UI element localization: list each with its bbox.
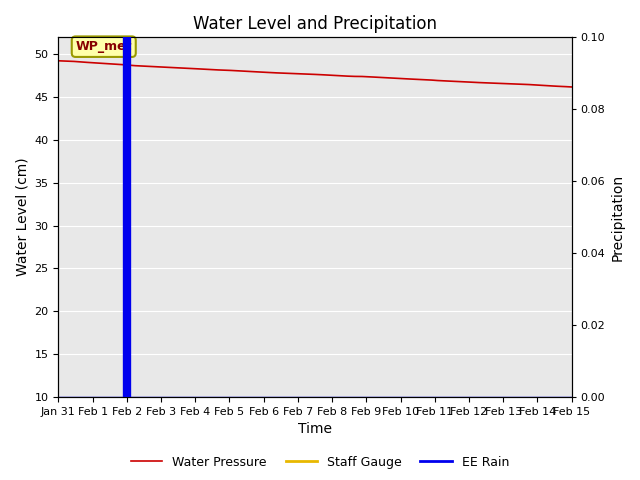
- Water Pressure: [568, 84, 575, 90]
- Water Pressure: [69, 59, 77, 64]
- Y-axis label: Water Level (cm): Water Level (cm): [15, 158, 29, 276]
- Text: WP_met: WP_met: [76, 40, 132, 53]
- Line: Water Pressure: Water Pressure: [58, 61, 572, 87]
- Legend: Water Pressure, Staff Gauge, EE Rain: Water Pressure, Staff Gauge, EE Rain: [126, 451, 514, 474]
- Water Pressure: [150, 64, 158, 70]
- Water Pressure: [364, 74, 372, 80]
- Water Pressure: [505, 81, 513, 86]
- Water Pressure: [347, 73, 355, 79]
- Water Pressure: [375, 74, 383, 80]
- Water Pressure: [54, 58, 62, 64]
- X-axis label: Time: Time: [298, 422, 332, 436]
- Title: Water Level and Precipitation: Water Level and Precipitation: [193, 15, 437, 33]
- Y-axis label: Precipitation: Precipitation: [611, 174, 625, 261]
